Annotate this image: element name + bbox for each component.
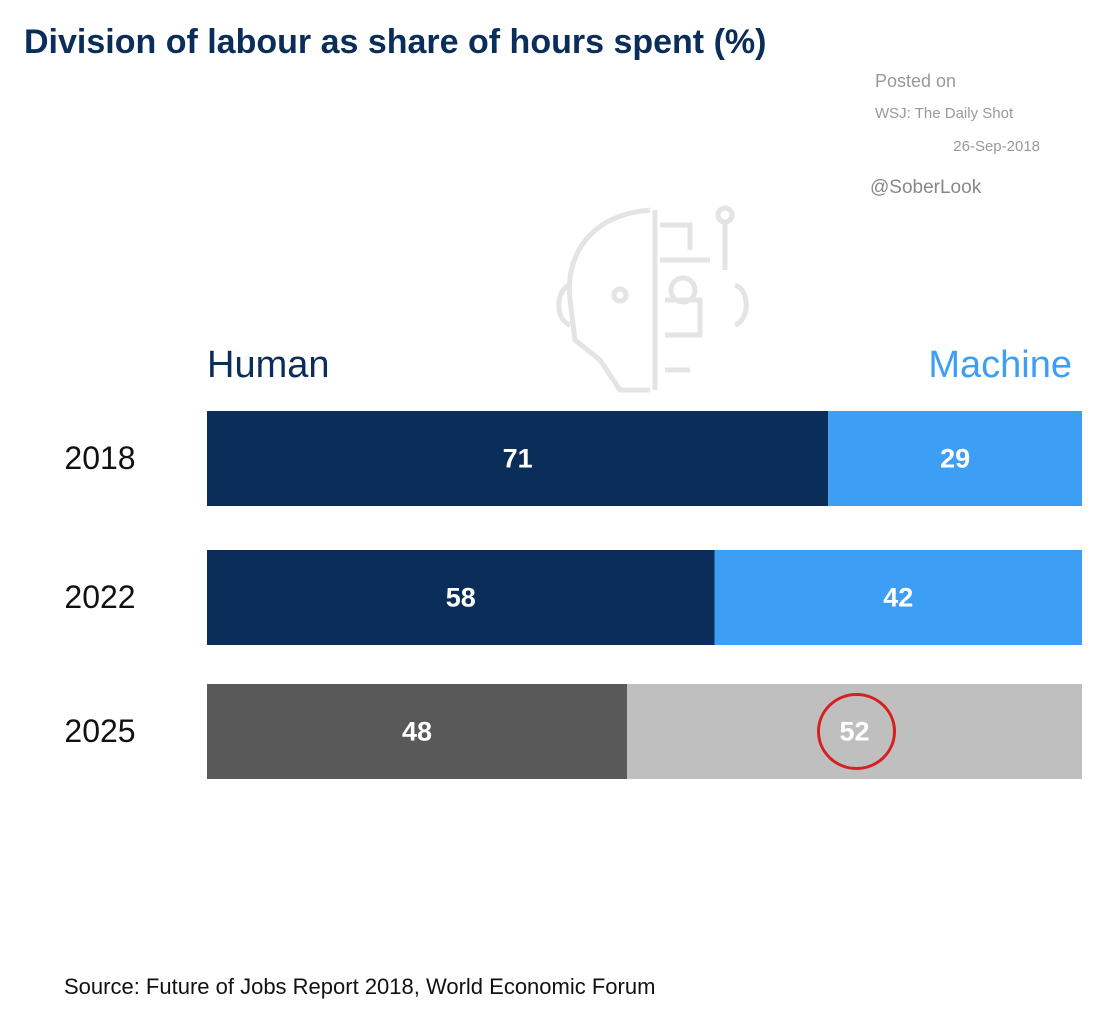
highlight-circle [817,693,896,770]
bar-segment [714,550,1082,645]
annotation: WSJ: The Daily Shot [875,105,1014,122]
bar-segment [627,684,1082,779]
annotation: Posted on [875,71,956,91]
bar-segment [207,411,829,506]
legend-label: Human [207,344,330,386]
annotation: 26-Sep-2018 [953,138,1040,155]
legend-label: Machine [928,344,1072,386]
data-label: 52 [839,717,869,747]
bar-segment [207,684,627,779]
data-label: 29 [940,444,970,474]
data-label: 42 [883,583,913,613]
bar-segment [828,411,1082,506]
y-tick-label: 2025 [64,713,135,749]
data-label: 58 [446,583,476,613]
data-label: 71 [503,444,533,474]
bar-segment [207,550,715,645]
annotation: @SoberLook [870,177,982,198]
data-label: 48 [402,717,432,747]
robot-icon [556,205,749,393]
y-tick-label: 2022 [64,579,135,615]
chart-title: Division of labour as share of hours spe… [24,23,766,61]
source: Source: Future of Jobs Report 2018, Worl… [64,974,655,999]
y-tick-label: 2018 [64,440,135,476]
